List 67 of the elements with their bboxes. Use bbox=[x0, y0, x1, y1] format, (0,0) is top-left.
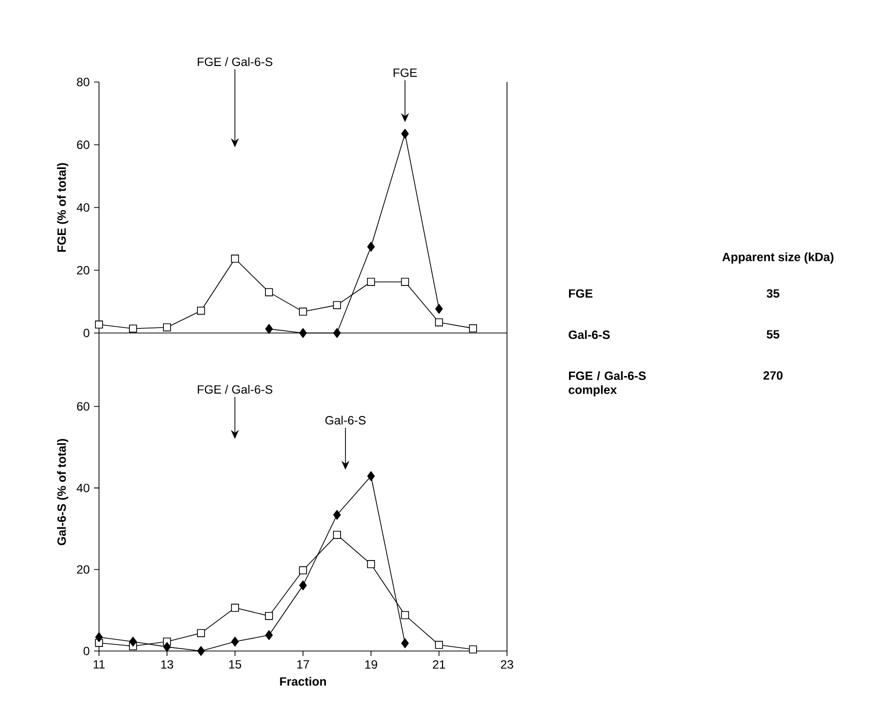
point bbox=[299, 308, 308, 316]
point bbox=[129, 636, 137, 647]
x-tick-label: 23 bbox=[500, 660, 514, 669]
point bbox=[367, 278, 376, 286]
point bbox=[333, 328, 341, 338]
point bbox=[333, 530, 342, 539]
y-axis-title: Gal-6-S (% of total) bbox=[57, 438, 68, 546]
x-tick-label: 13 bbox=[161, 660, 174, 669]
y-tick-label: 40 bbox=[76, 203, 90, 212]
point bbox=[469, 645, 478, 654]
y-axis-title: FGE (% of total) bbox=[57, 163, 68, 252]
point bbox=[265, 324, 273, 334]
point bbox=[367, 560, 376, 568]
point bbox=[163, 323, 171, 332]
point bbox=[95, 320, 103, 329]
point bbox=[265, 288, 273, 296]
x-axis-title: Fraction bbox=[280, 676, 326, 686]
x-tick-label: 17 bbox=[297, 660, 310, 668]
point bbox=[367, 242, 375, 252]
y-tick-label: 60 bbox=[77, 140, 90, 150]
point bbox=[299, 580, 307, 590]
point bbox=[401, 128, 409, 139]
point bbox=[163, 642, 171, 652]
point bbox=[333, 510, 341, 520]
point bbox=[231, 254, 239, 263]
x-tick-label: 21 bbox=[432, 660, 446, 669]
annotation: FGE / Gal-6-S bbox=[198, 384, 272, 394]
point bbox=[435, 640, 444, 649]
point bbox=[401, 278, 410, 286]
text: 270 bbox=[763, 371, 783, 380]
x-tick-label: 19 bbox=[365, 660, 378, 669]
point bbox=[435, 318, 444, 326]
text: Apparent size (kDa) bbox=[722, 252, 834, 264]
point bbox=[299, 328, 307, 338]
text: FGE / Gal-6-S complex bbox=[568, 371, 646, 396]
x-tick-label: 15 bbox=[229, 660, 242, 669]
point bbox=[197, 629, 205, 638]
text: FGE / Gal-6-S bbox=[198, 57, 272, 66]
text: 35 bbox=[766, 289, 780, 298]
text: FGE bbox=[394, 68, 417, 77]
y-tick-label: 20 bbox=[77, 565, 90, 574]
text: FGE bbox=[569, 289, 592, 298]
y-tick-label: 40 bbox=[76, 484, 90, 492]
point bbox=[435, 304, 443, 314]
point bbox=[197, 306, 205, 315]
point bbox=[197, 646, 205, 656]
point bbox=[265, 630, 273, 640]
text: 55 bbox=[766, 330, 780, 339]
y-tick-label: 60 bbox=[77, 402, 90, 411]
point bbox=[95, 632, 103, 642]
point bbox=[401, 611, 410, 620]
point bbox=[367, 471, 375, 482]
x-tick-label: 11 bbox=[94, 660, 105, 668]
point bbox=[333, 301, 342, 310]
point bbox=[299, 566, 308, 574]
text: Gal-6-S bbox=[568, 330, 610, 340]
point bbox=[401, 638, 409, 648]
point bbox=[469, 324, 478, 332]
y-tick-label: 0 bbox=[84, 328, 90, 338]
point bbox=[231, 604, 239, 612]
y-tick-label: 20 bbox=[77, 266, 90, 275]
point bbox=[231, 636, 239, 647]
y-tick-label: 80 bbox=[76, 78, 90, 86]
annotation: Gal-6-S bbox=[325, 416, 366, 425]
point bbox=[265, 612, 273, 620]
point bbox=[129, 324, 137, 333]
y-tick-label: 0 bbox=[84, 646, 90, 656]
